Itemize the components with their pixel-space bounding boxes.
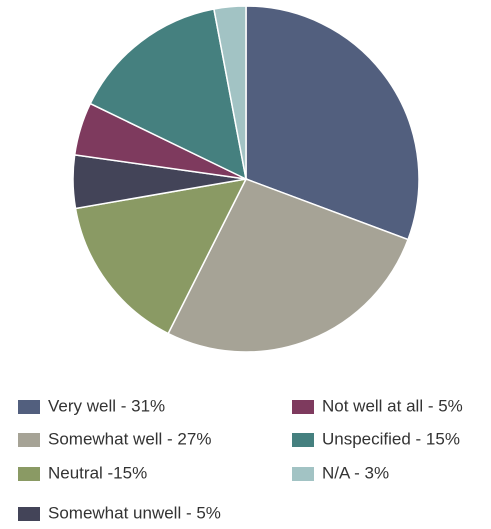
legend-swatch bbox=[18, 400, 40, 414]
pie-slice bbox=[245, 5, 420, 241]
legend-label: Somewhat unwell - 5% bbox=[48, 503, 221, 522]
legend-swatch bbox=[292, 467, 314, 481]
pie-slice bbox=[89, 8, 248, 181]
legend-label: Not well at all - 5% bbox=[322, 396, 463, 415]
legend-swatch bbox=[292, 433, 314, 447]
pie-slice bbox=[167, 178, 410, 353]
pie-slice bbox=[213, 5, 247, 180]
legend-label: N/A - 3% bbox=[322, 463, 389, 482]
legend-label: Very well - 31% bbox=[48, 396, 165, 415]
legend-label: Unspecified - 15% bbox=[322, 429, 460, 448]
pie-slice bbox=[74, 178, 248, 335]
legend-swatch bbox=[18, 507, 40, 521]
legend-swatch bbox=[18, 467, 40, 481]
legend-swatch bbox=[18, 433, 40, 447]
legend-label: Somewhat well - 27% bbox=[48, 429, 211, 448]
legend-swatch bbox=[292, 400, 314, 414]
legend-label: Neutral -15% bbox=[48, 463, 147, 482]
